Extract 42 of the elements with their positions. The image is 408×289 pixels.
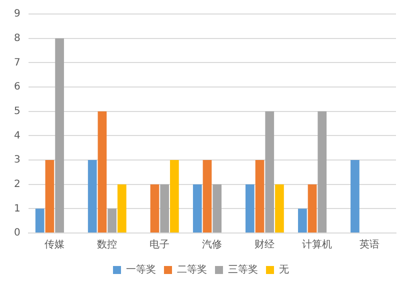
x-tick-label: 数控 [97,238,118,251]
bar [117,184,126,232]
y-tick-label: 1 [14,203,20,214]
bar [212,184,222,232]
bar [275,184,284,232]
x-tick-label: 电子 [150,238,170,251]
bar [160,184,170,232]
bar [192,184,202,232]
bar [350,160,360,232]
bar [202,160,212,232]
legend-label: 无 [279,264,289,276]
bar [35,208,44,232]
bar [265,111,274,232]
x-tick-label: 汽修 [202,238,222,251]
y-tick-label: 5 [14,106,20,117]
bar [108,208,116,232]
y-tick-label: 4 [14,130,20,142]
y-tick-label: 9 [14,8,20,20]
y-tick-label: 8 [14,32,20,44]
bar [45,160,54,232]
bar [150,184,160,232]
bar [88,160,97,232]
bar [246,184,254,232]
x-tick-label: 计算机 [302,238,332,251]
y-tick-label: 3 [14,154,20,166]
y-tick-label: 6 [14,82,20,93]
legend-label: 二等奖 [177,264,207,276]
legend-label: 三等奖 [228,264,258,276]
y-tick-label: 7 [14,57,20,68]
bar [308,184,317,232]
bar [318,111,327,232]
x-tick-label: 传媒 [44,240,65,251]
y-tick-label: 2 [14,178,20,190]
x-tick-label: 财经 [254,238,275,251]
x-tick-label: 英语 [360,238,380,251]
y-tick-label: 0 [14,228,20,239]
bar [298,208,307,232]
legend-label: 一等奖 [126,264,156,276]
bar [170,160,179,232]
bar [255,160,264,232]
bar [98,111,107,232]
bar [55,38,64,232]
